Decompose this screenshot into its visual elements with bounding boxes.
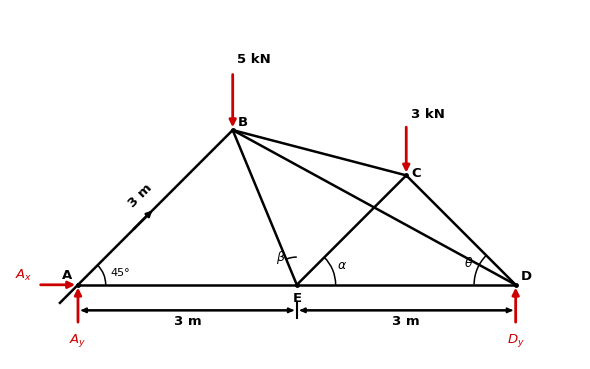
- Text: 3 m: 3 m: [173, 315, 201, 328]
- Text: $\alpha$: $\alpha$: [337, 259, 347, 272]
- Text: 45°: 45°: [110, 268, 130, 277]
- Text: 3 kN: 3 kN: [411, 108, 444, 121]
- Text: 3 m: 3 m: [392, 315, 420, 328]
- Text: D: D: [521, 270, 532, 283]
- Text: 5 kN: 5 kN: [237, 53, 271, 66]
- Text: C: C: [411, 168, 421, 180]
- Text: E: E: [292, 292, 301, 305]
- Text: $D_y$: $D_y$: [507, 332, 525, 349]
- Text: $\theta$: $\theta$: [464, 256, 473, 270]
- Text: B: B: [238, 115, 248, 129]
- Text: $\beta$: $\beta$: [276, 249, 286, 266]
- Text: $A_y$: $A_y$: [69, 332, 87, 349]
- Text: 3 m: 3 m: [126, 182, 155, 210]
- Text: A: A: [62, 269, 72, 282]
- Text: $A_x$: $A_x$: [15, 268, 33, 283]
